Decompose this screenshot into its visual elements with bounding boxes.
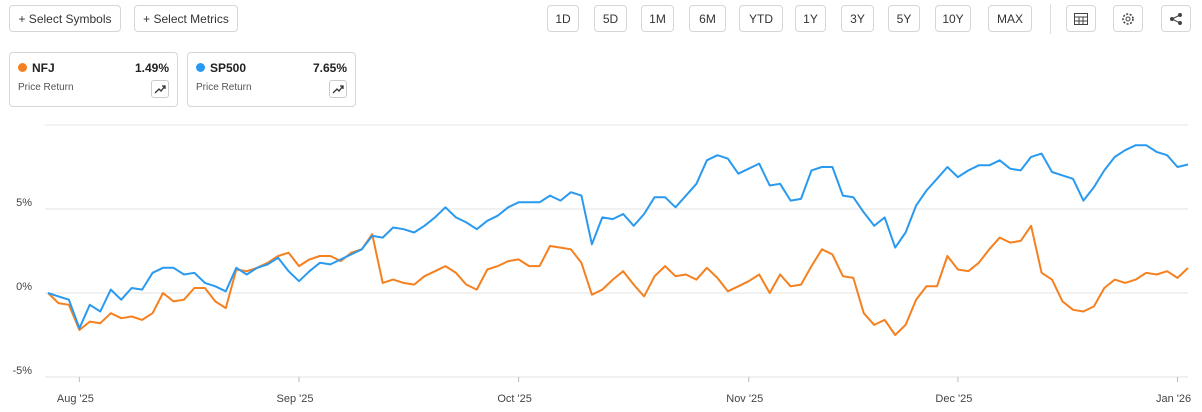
period-button[interactable]: 1M xyxy=(641,5,674,32)
x-tick-label: Nov '25 xyxy=(726,393,763,405)
legend-dot xyxy=(18,63,27,72)
series-line xyxy=(47,224,1189,336)
legend-value: 1.49% xyxy=(134,61,169,75)
x-tick-label: Oct '25 xyxy=(497,393,532,405)
y-tick-label: -5% xyxy=(12,365,32,377)
legend-name: SP500 xyxy=(210,61,247,75)
period-button[interactable]: YTD xyxy=(739,5,783,32)
series-line xyxy=(47,144,1189,330)
period-button[interactable]: 1D xyxy=(547,5,579,32)
period-button[interactable]: MAX xyxy=(988,5,1032,32)
legend-metric: Price Return xyxy=(196,82,252,93)
y-tick-label: 5% xyxy=(16,197,32,209)
legend-name: NFJ xyxy=(32,61,55,75)
period-button[interactable]: 5Y xyxy=(888,5,920,32)
period-button[interactable]: 1Y xyxy=(795,5,826,32)
legend-card[interactable]: SP500 7.65% Price Return xyxy=(187,52,356,107)
gear-icon xyxy=(1122,12,1134,25)
expand-icon[interactable] xyxy=(329,80,347,98)
table-button[interactable] xyxy=(1066,5,1096,32)
y-tick-label: 0% xyxy=(16,281,32,293)
period-button[interactable]: 3Y xyxy=(841,5,874,32)
select-metrics[interactable]: + Select Metrics xyxy=(134,5,238,32)
x-tick-label: Sep '25 xyxy=(277,393,314,405)
x-tick-label: Dec '25 xyxy=(935,393,972,405)
settings-button[interactable] xyxy=(1113,5,1143,32)
period-button[interactable]: 10Y xyxy=(935,5,971,32)
legend-metric: Price Return xyxy=(18,82,74,93)
x-tick-label: Aug '25 xyxy=(57,393,94,405)
period-button[interactable]: 6M xyxy=(689,5,726,32)
legend-dot xyxy=(196,63,205,72)
table-icon xyxy=(1074,12,1088,25)
separator xyxy=(1050,4,1051,34)
trend-icon xyxy=(332,85,344,94)
period-button[interactable]: 5D xyxy=(594,5,627,32)
share-button[interactable] xyxy=(1161,5,1191,32)
x-tick-label: Jan '26 xyxy=(1156,393,1191,405)
share-icon xyxy=(1170,12,1182,25)
legend-value: 7.65% xyxy=(312,61,347,75)
trend-icon xyxy=(154,85,166,94)
select-symbols[interactable]: + Select Symbols xyxy=(9,5,121,32)
expand-icon[interactable] xyxy=(151,80,169,98)
legend-card[interactable]: NFJ 1.49% Price Return xyxy=(9,52,178,107)
